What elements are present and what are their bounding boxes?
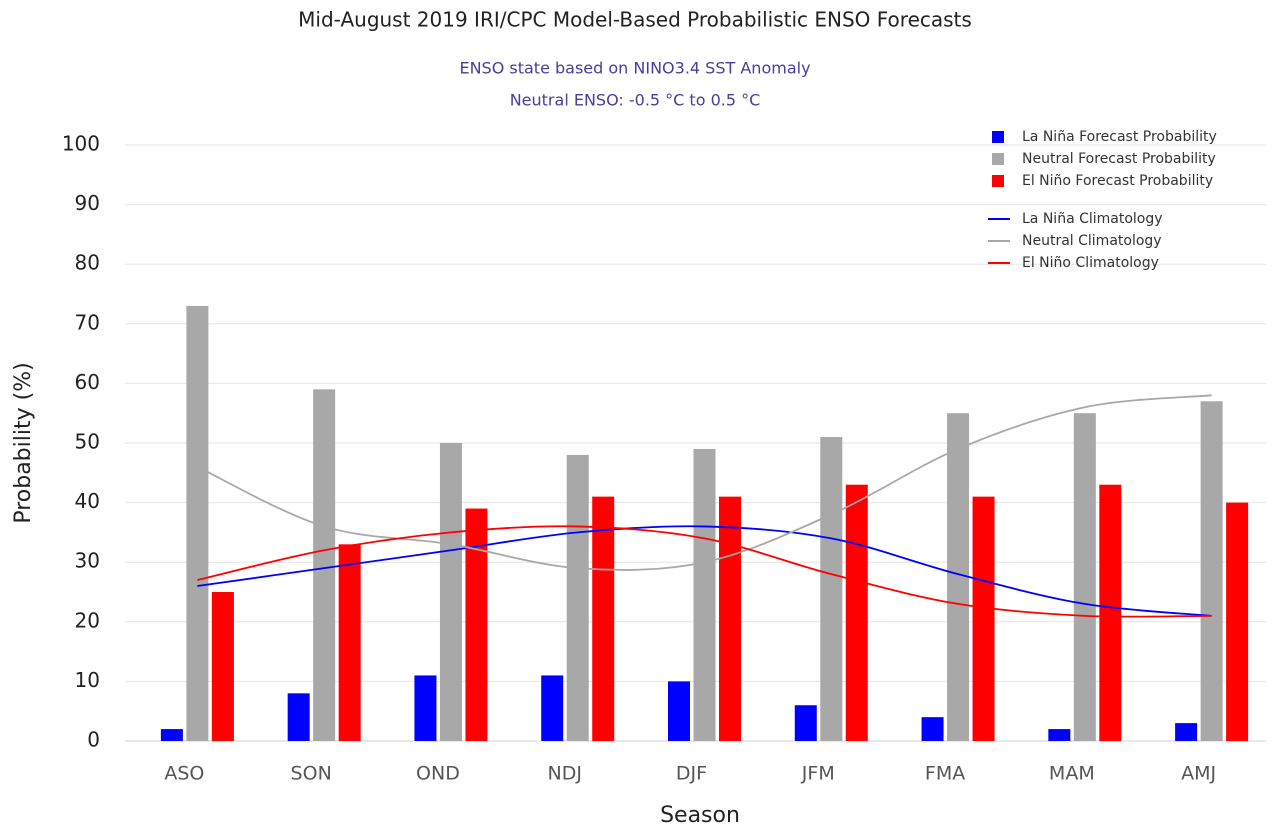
bar (794, 705, 817, 741)
y-tick-label: 80 (75, 251, 100, 275)
bar (1175, 723, 1198, 741)
climatology-line (197, 525, 1212, 618)
bar (592, 496, 615, 741)
bar (719, 496, 741, 741)
bar (338, 544, 361, 741)
bar (693, 448, 716, 741)
bar (287, 693, 310, 741)
y-tick-label: 100 (62, 132, 100, 156)
legend-label: El Niño Climatology (1022, 255, 1159, 271)
x-tick-label: FMA (925, 763, 965, 785)
bar (820, 437, 843, 741)
bar (921, 717, 944, 741)
bar (566, 454, 589, 741)
x-axis-title: Season (660, 803, 740, 828)
bar (1226, 502, 1249, 741)
x-tick-label: SON (291, 763, 332, 785)
bar (465, 508, 488, 741)
chart-title: Mid-August 2019 IRI/CPC Model-Based Prob… (298, 8, 972, 32)
legend-swatch (992, 131, 1004, 143)
bar (211, 592, 234, 741)
bar (1099, 484, 1122, 741)
bar (186, 305, 209, 741)
y-tick-label: 40 (75, 489, 100, 513)
bar (668, 681, 690, 741)
chart-subtitle: Neutral ENSO: -0.5 °C to 0.5 °C (510, 91, 761, 110)
legend-label: El Niño Forecast Probability (1022, 173, 1213, 189)
x-tick-label: AMJ (1181, 763, 1216, 785)
y-tick-label: 20 (75, 608, 100, 632)
legend-label: La Niña Forecast Probability (1022, 129, 1217, 145)
bar (845, 484, 868, 741)
y-axis-title: Probability (%) (11, 362, 36, 523)
x-tick-label: DJF (676, 763, 707, 785)
legend-swatch (992, 175, 1004, 187)
bar (947, 413, 970, 741)
legend-swatch (992, 153, 1004, 165)
climatology-line (197, 394, 1212, 571)
x-tick-label: JFM (801, 763, 835, 785)
x-tick-label: ASO (164, 763, 204, 785)
legend-label: La Niña Climatology (1022, 211, 1163, 227)
bar (972, 496, 995, 741)
bar (414, 675, 437, 741)
y-tick-label: 50 (75, 430, 100, 454)
bar (1048, 729, 1071, 741)
x-tick-label: OND (416, 763, 460, 785)
bar (160, 729, 183, 741)
bar (439, 443, 462, 741)
legend-label: Neutral Forecast Probability (1022, 151, 1216, 167)
chart-subtitle: ENSO state based on NINO3.4 SST Anomaly (459, 59, 810, 78)
x-tick-label: MAM (1049, 763, 1095, 785)
y-tick-label: 30 (75, 549, 100, 573)
bar (1200, 401, 1223, 741)
y-tick-label: 90 (75, 191, 100, 215)
bar (541, 675, 564, 741)
climatology-line (197, 525, 1212, 617)
x-tick-label: NDJ (547, 763, 581, 785)
y-tick-label: 70 (75, 310, 100, 334)
bar (1073, 413, 1096, 741)
y-tick-label: 10 (75, 668, 100, 692)
bar (313, 389, 336, 741)
y-tick-label: 60 (75, 370, 100, 394)
y-tick-label: 0 (87, 728, 100, 752)
legend-label: Neutral Climatology (1022, 233, 1162, 249)
